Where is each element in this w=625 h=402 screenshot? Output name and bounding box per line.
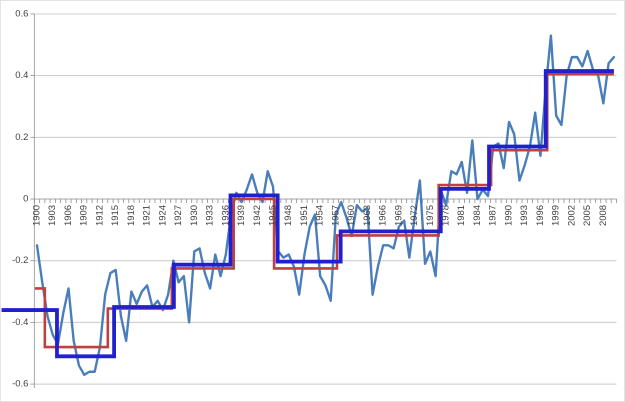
y-tick-label: 0.6 [15, 8, 28, 19]
x-tick-label: 1963 [362, 205, 373, 226]
annual-anomaly-line [35, 34, 616, 377]
x-tick-label: 1957 [330, 205, 341, 226]
x-tick-label: 1921 [142, 205, 153, 226]
x-tick-label: 1903 [47, 205, 58, 226]
y-tick-label: -0.2 [12, 255, 28, 266]
y-tick-label: 0.4 [15, 70, 28, 81]
x-tick-label: 1918 [126, 205, 137, 226]
x-tick-label: 1909 [79, 205, 90, 226]
x-tick-label: 1930 [189, 205, 200, 226]
x-tick-label: 1993 [519, 205, 530, 226]
x-tick-label: 1912 [94, 205, 105, 226]
x-tick-label: 1927 [173, 205, 184, 226]
x-tick-label: 1987 [488, 205, 499, 226]
x-tick-label: 1960 [346, 205, 357, 226]
x-tick-label: 1954 [315, 205, 326, 226]
y-tick-label: -0.4 [12, 317, 28, 328]
x-tick-label: 1951 [299, 205, 310, 226]
y-tick-label: 0.2 [15, 132, 28, 143]
x-tick-label: 1948 [283, 205, 294, 226]
x-tick-label: 1990 [504, 205, 515, 226]
x-tick-label: 2008 [598, 205, 609, 226]
y-tick-label: 0 [23, 194, 28, 205]
x-tick-label: 1984 [472, 205, 483, 226]
blue-step-fit-line [1, 69, 614, 359]
x-tick-label: 1906 [63, 205, 74, 226]
x-tick-label: 1969 [393, 205, 404, 226]
x-tick-label: 1978 [441, 205, 452, 226]
x-tick-label: 1972 [409, 205, 420, 226]
x-tick-label: 1996 [535, 205, 546, 226]
x-tick-label: 2005 [582, 205, 593, 226]
x-tick-label: 1936 [220, 205, 231, 226]
x-tick-label: 1942 [252, 205, 263, 226]
x-tick-label: 1999 [551, 205, 562, 226]
x-tick-label: 2002 [566, 205, 577, 226]
x-tick-label: 1966 [378, 205, 389, 226]
x-tick-label: 1939 [236, 205, 247, 226]
x-tick-label: 1900 [31, 205, 42, 226]
x-tick-label: 1945 [267, 205, 278, 226]
y-tick-label: -0.6 [12, 379, 28, 390]
red-step-fit-line [34, 72, 614, 349]
x-tick-label: 1915 [110, 205, 121, 226]
x-tick-label: 1981 [456, 205, 467, 226]
x-tick-label: 1933 [205, 205, 216, 226]
x-tick-label: 1975 [425, 205, 436, 226]
x-tick-label: 1924 [157, 205, 168, 226]
